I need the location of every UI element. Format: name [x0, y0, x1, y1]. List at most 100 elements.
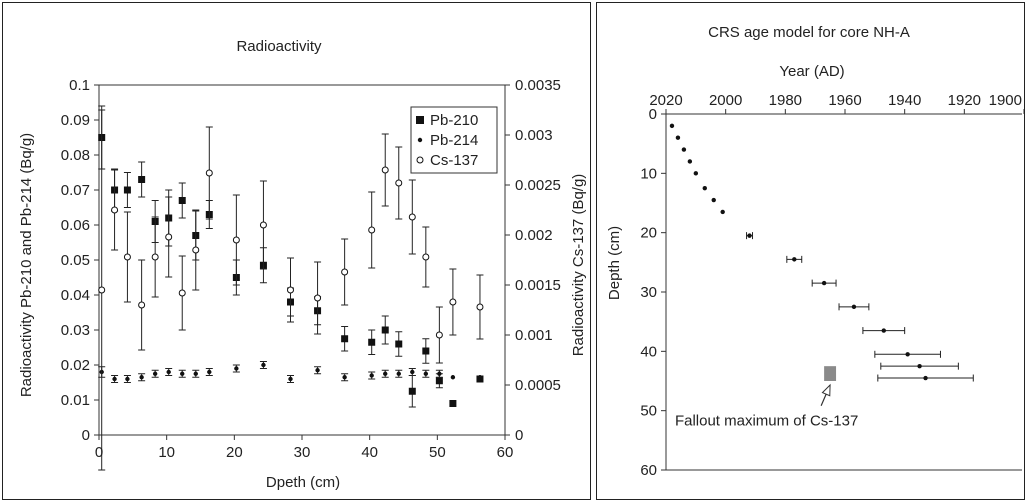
age-point	[687, 159, 693, 164]
cs-137-point	[286, 286, 294, 294]
age-point	[681, 147, 687, 152]
age-point	[747, 233, 752, 238]
age-point	[702, 185, 707, 191]
x-axis-label: Dpeth (cm)	[266, 474, 340, 491]
y2-tick-label: 0.0025	[515, 177, 561, 194]
radioactivity-panel: Radioactivity 0 10 20 30 40 50 60 0 0.01 0.02 0.03…	[2, 2, 591, 500]
pb-214-point	[369, 373, 374, 378]
y2-tick-label: 0.002	[515, 227, 553, 244]
cs-137-point	[98, 286, 106, 294]
y-tick-label: 0	[649, 106, 657, 123]
data-marks	[669, 123, 974, 406]
chart-axes	[94, 84, 510, 440]
legend-frame	[410, 106, 498, 174]
pb-210-point	[138, 176, 146, 183]
x-tick-label: 1920	[948, 92, 981, 109]
pb-214-point	[261, 362, 266, 368]
x-tick-label: 0	[95, 444, 103, 461]
y-tick-label: 50	[640, 403, 657, 420]
cs-137-point	[449, 298, 457, 306]
x-tick-label: 10	[158, 444, 175, 461]
y-tick-label: 10	[640, 165, 657, 182]
y2-tick-label: 0.0015	[515, 277, 561, 294]
chart-title: CRS age model for core NH-A	[708, 24, 910, 41]
tick-labels: 2020 2000 1980 1960 1940 1920 1900 0 10 20 30 40 50 6…	[640, 92, 1022, 479]
x-tick-label: 20	[226, 444, 243, 461]
legend-marker-cs-137	[416, 156, 424, 164]
pb-210-point	[381, 326, 389, 334]
pb-214-point	[139, 375, 144, 380]
cs-137-point	[314, 294, 322, 302]
pb-210-point	[408, 387, 416, 395]
x-tick-label: 1960	[828, 92, 861, 109]
y-tick-label: 0.03	[61, 322, 90, 339]
y-tick-label: 0	[82, 427, 90, 444]
radioactivity-chart: Radioactivity 0 10 20 30 40 50 6000.010.020.03…	[18, 38, 587, 491]
y-tick-label: 0.06	[61, 217, 90, 234]
data-marks	[98, 105, 484, 471]
pb-214-point	[125, 376, 130, 382]
age-point	[821, 280, 827, 286]
annotation-arrowhead	[821, 383, 831, 397]
y-tick-label: 0.1	[69, 77, 90, 94]
pb-210-point	[395, 340, 403, 348]
cs-137-point	[381, 166, 389, 174]
age-model-panel: CRS age model for core NH-A Year (AD) De…	[596, 2, 1025, 500]
x-tick-label: 1980	[769, 92, 802, 109]
pb-214-point	[288, 376, 293, 382]
pb-214-point	[193, 371, 198, 376]
x-tick-label: 50	[429, 444, 446, 461]
age-point	[792, 257, 797, 262]
cs-137-point	[408, 213, 416, 221]
pb-214-point	[396, 371, 401, 376]
pb-214-point	[234, 366, 239, 371]
cs-137-point	[232, 236, 240, 244]
cs-137-point	[368, 226, 376, 234]
cs-137-point	[151, 253, 159, 261]
x-tick-label: 2020	[649, 92, 682, 109]
cs-137-point	[476, 303, 484, 311]
age-point	[905, 352, 910, 357]
pb-214-point	[423, 371, 429, 376]
age-point	[669, 123, 675, 129]
y-tick-label: 40	[640, 343, 657, 360]
x-tick-label: 1940	[888, 92, 921, 109]
age-point	[693, 171, 699, 176]
cs-137-point	[123, 253, 131, 261]
cs-137-point	[111, 206, 119, 214]
pb-210-point	[449, 400, 457, 407]
pb-210-point	[368, 338, 376, 346]
age-model-chart: CRS age model for core NH-A Year (AD) De…	[606, 24, 1024, 479]
pb-214-point	[383, 371, 388, 376]
cs-137-point	[341, 268, 349, 276]
x-tick-label: 1900	[989, 92, 1022, 109]
tick-labels: 0 10 20 30 40 50 6000.010.020.030.040.050.060.…	[61, 77, 561, 461]
chart-title: Radioactivity	[236, 38, 322, 55]
y2-tick-label: 0.003	[515, 127, 553, 144]
x-axis-label: Year (AD)	[779, 63, 844, 80]
cs-137-point	[422, 253, 430, 261]
pb-214-point	[166, 369, 171, 375]
y2-tick-label: 0.001	[515, 327, 553, 344]
legend-label-pb-214: Pb-214	[430, 132, 478, 149]
pb-210-point	[435, 377, 443, 385]
y-tick-label: 0.07	[61, 182, 90, 199]
y2-tick-label: 0.0005	[515, 377, 561, 394]
x-tick-label: 40	[361, 444, 378, 461]
pb-214-point	[112, 376, 117, 382]
cs-137-point	[259, 221, 267, 229]
pb-210-point	[178, 197, 186, 204]
age-point	[923, 375, 928, 381]
pb-214-point	[450, 375, 456, 380]
annotation-text: Fallout maximum of Cs-137	[675, 413, 858, 430]
pb-214-point	[180, 371, 185, 376]
age-point	[881, 328, 886, 333]
pb-214-point	[152, 371, 158, 376]
y-tick-label: 0.02	[61, 357, 90, 374]
x-tick-label: 60	[497, 444, 514, 461]
cs-137-point	[395, 179, 403, 187]
age-point	[711, 197, 716, 203]
legend-label-pb-210: Pb-210	[430, 112, 478, 129]
cs-137-point	[435, 331, 443, 339]
legend-marker-pb-214	[417, 137, 423, 143]
